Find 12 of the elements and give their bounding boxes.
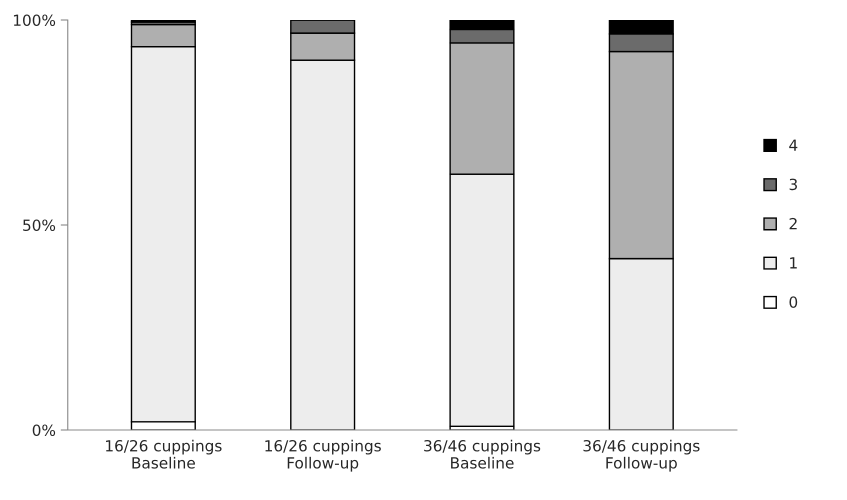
x-tick-label: 36/46 cuppings Follow-up xyxy=(583,440,700,472)
legend-label: 1 xyxy=(790,257,797,268)
x-tick-label: 16/26 cuppings Follow-up xyxy=(265,440,381,472)
legend-label: 3 xyxy=(790,178,797,190)
legend-label: 2 xyxy=(790,218,797,230)
y-tick-label: 100% xyxy=(14,14,56,26)
legend-label: 0 xyxy=(789,296,798,308)
x-tick-label: 36/46 cuppings Baseline xyxy=(424,440,540,469)
y-tick-label: 50% xyxy=(23,219,56,232)
legend-label: 4 xyxy=(789,140,798,151)
y-tick-label: 0% xyxy=(32,424,56,436)
x-tick-label: 16/26 cuppings Baseline xyxy=(106,440,222,469)
